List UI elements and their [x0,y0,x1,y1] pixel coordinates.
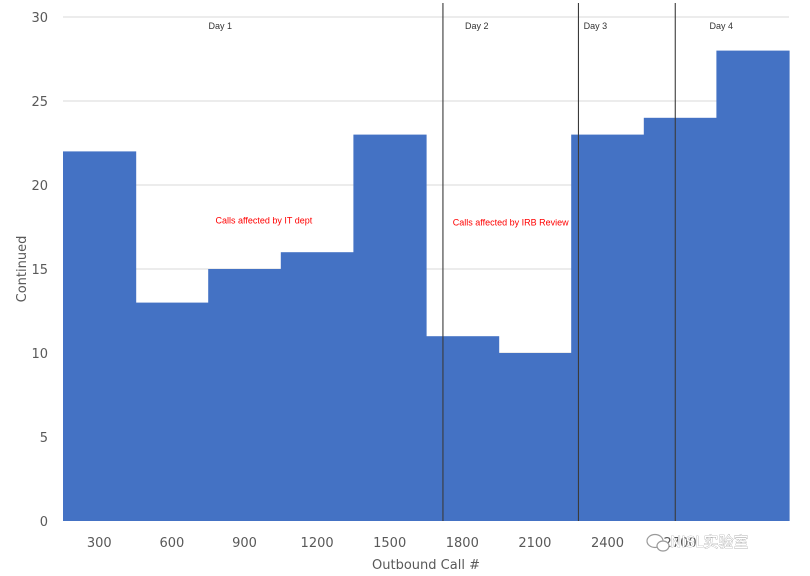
bar [643,117,717,522]
bar [208,269,282,521]
bar [135,302,209,521]
watermark-text: NISL实验室 [670,533,749,551]
bar [353,134,427,521]
annotation-label: Calls affected by IT dept [215,216,312,226]
y-tick-labels: 0 5 10 15 20 25 30 [31,11,48,530]
y-tick-label: 10 [31,347,48,362]
y-axis-title: Continued [15,236,30,303]
bar [498,353,572,521]
day-label: Day 4 [709,21,733,31]
bars [63,50,790,522]
bar [571,134,645,521]
x-tick-label: 300 [87,536,112,551]
day-dividers [442,3,676,521]
wechat-icon [646,533,670,552]
y-tick-label: 30 [31,11,48,26]
y-tick-label: 20 [31,179,48,194]
y-tick-label: 15 [31,263,48,278]
bar [63,151,137,521]
y-tick-label: 0 [40,515,48,530]
watermark: NISL实验室 [646,533,749,552]
x-tick-label: 1800 [446,536,479,551]
day-label: Day 1 [209,21,233,31]
x-tick-label: 600 [159,536,184,551]
day-labels: Day 1 Day 2 Day 3 Day 4 [209,21,733,31]
y-tick-label: 5 [40,431,48,446]
annotation-label: Calls affected by IRB Review [453,217,569,227]
day-label: Day 3 [584,21,608,31]
x-tick-label: 2700 [664,536,697,551]
day-label: Day 2 [465,21,489,31]
annotations: Calls affected by IT dept Calls affected … [215,216,569,228]
x-tick-labels: 300 600 900 1200 1500 1800 2100 2400 2700 [87,536,697,551]
bar [426,336,500,521]
x-tick-label: 2400 [591,536,624,551]
x-tick-label: 1500 [373,536,406,551]
x-tick-label: 900 [232,536,257,551]
y-tick-label: 25 [31,95,48,110]
bar [716,50,790,521]
x-axis-title: Outbound Call # [372,558,480,573]
x-tick-label: 2100 [518,536,551,551]
bar [280,252,354,521]
x-tick-label: 1200 [301,536,334,551]
